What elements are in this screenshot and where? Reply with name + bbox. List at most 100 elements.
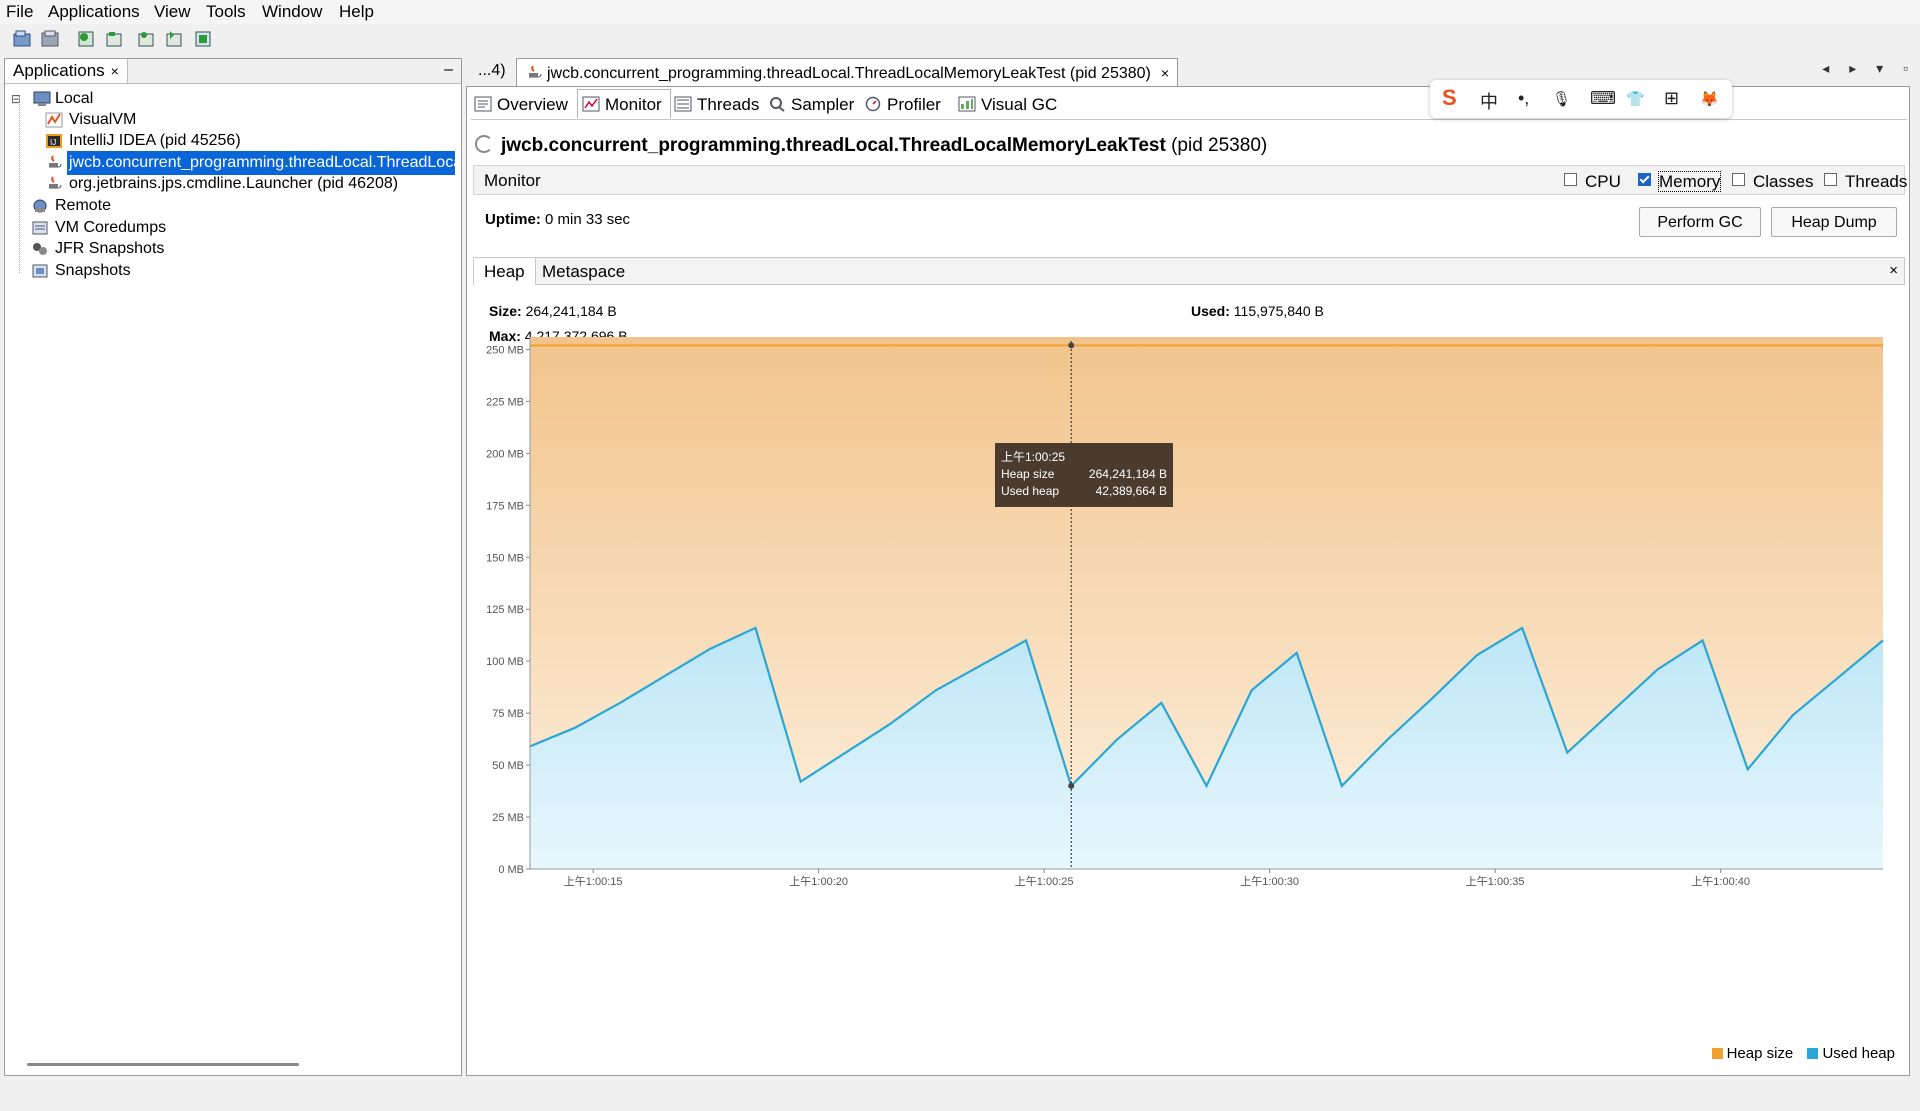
uptime-label: Uptime:	[485, 211, 541, 228]
open-icon[interactable]	[12, 29, 32, 49]
classes-checkbox[interactable]: Classes	[1732, 172, 1813, 192]
y-tick-label: 100 MB	[486, 656, 524, 668]
tab-sampler[interactable]: Sampler	[767, 89, 857, 119]
java-icon	[49, 155, 62, 168]
compare-icon[interactable]	[193, 29, 213, 49]
menu-file[interactable]: File	[6, 2, 34, 21]
tab-overview[interactable]: Overview	[473, 89, 573, 119]
memory-checkbox[interactable]: Memory	[1638, 171, 1722, 192]
tab-navigation-icons[interactable]: ◂ ▸ ▾ ▫	[1822, 60, 1916, 76]
computer-icon	[33, 91, 51, 106]
y-tick-label: 150 MB	[486, 552, 524, 564]
legend-used-heap: Used heap	[1822, 1045, 1895, 1062]
threads-checkbox[interactable]: Threads	[1824, 172, 1907, 192]
chart-legend: Heap size Used heap	[1702, 1045, 1895, 1062]
close-icon[interactable]: ×	[1160, 65, 1170, 81]
java-icon	[529, 65, 542, 78]
x-axis: 上午1:00:15 上午1:00:20 上午1:00:25 上午1:00:30 上午1:…	[530, 868, 1883, 888]
collapse-icon[interactable]: ⊟	[11, 92, 22, 106]
svg-text:IJ: IJ	[50, 138, 56, 147]
ime-chinese-mode[interactable]: 中	[1480, 92, 1498, 112]
applications-tab[interactable]: Applications ×	[5, 59, 128, 83]
y-tick-label: 175 MB	[486, 500, 524, 512]
save-icon[interactable]	[40, 29, 60, 49]
x-tick-label: 上午1:00:30	[1240, 875, 1299, 888]
add-coredump-icon[interactable]	[136, 29, 156, 49]
loading-spinner-icon	[475, 135, 493, 153]
tab-metaspace[interactable]: Metaspace	[542, 262, 626, 281]
x-tick-label: 上午1:00:25	[1015, 875, 1074, 888]
coredump-icon	[32, 221, 48, 235]
toolbox-icon[interactable]: ⊞	[1664, 88, 1680, 108]
ime-logo-icon[interactable]: S	[1442, 85, 1457, 110]
heap-panel: Heap Metaspace × Size: 264,241,184 B Max…	[473, 257, 1905, 1071]
chart-tooltip: 上午1:00:25 Heap size 264,241,184 B Used he…	[995, 443, 1173, 507]
tab-profiler[interactable]: Profiler	[863, 89, 951, 119]
tab-previous-app[interactable]: ...4)	[478, 62, 506, 79]
heap-tabs: Heap Metaspace ×	[473, 257, 1905, 285]
horizontal-scrollbar[interactable]	[27, 1063, 299, 1066]
tooltip-used-heap: Used heap 42,389,664 B	[1001, 484, 1167, 498]
y-tick-label: 25 MB	[492, 812, 524, 824]
add-host-icon[interactable]	[104, 29, 124, 49]
applications-panel: Applications × – ⊟ Local VisualVM IJ Inte…	[4, 58, 462, 1076]
y-axis: 0 MB 25 MB 50 MB 75 MB 100 MB 125 MB 150 MB 175…	[486, 337, 531, 876]
applications-panel-header: Applications × –	[5, 59, 461, 84]
menu-view[interactable]: View	[154, 2, 191, 21]
menu-help[interactable]: Help	[339, 2, 374, 21]
minimize-icon[interactable]: –	[444, 61, 453, 78]
visualvm-icon	[45, 112, 63, 128]
tab-visual-gc[interactable]: Visual GC	[957, 89, 1059, 119]
monitor-options-bar: Monitor CPU Memory Classes Threads	[473, 165, 1907, 195]
tab-threads[interactable]: Threads	[673, 89, 761, 119]
monitor-icon	[582, 96, 600, 112]
close-icon[interactable]: ×	[110, 63, 119, 79]
x-tick-label: 上午1:00:15	[564, 875, 623, 888]
add-jmx-icon[interactable]	[76, 29, 96, 49]
heap-size-swatch	[1711, 1048, 1723, 1059]
heap-dump-button[interactable]: Heap Dump	[1771, 207, 1897, 237]
tree-item-label: Snapshots	[55, 262, 131, 279]
legend-heap-size: Heap size	[1726, 1045, 1794, 1062]
checkbox-icon	[1732, 173, 1745, 186]
y-tick-label: 50 MB	[492, 760, 524, 772]
tab-threadlocal-test[interactable]: jwcb.concurrent_programming.threadLocal.…	[516, 58, 1179, 87]
status-bar	[0, 1076, 1920, 1111]
document-frame: Overview Monitor Threads Sampler Profile…	[466, 86, 1910, 1076]
tab-heap[interactable]: Heap	[474, 258, 536, 285]
heap-size-stat: Size: 264,241,184 B	[489, 303, 617, 319]
microphone-icon[interactable]: 🎙	[1552, 91, 1572, 108]
tree-item-label: Remote	[55, 197, 112, 214]
tab-label: Visual GC	[981, 95, 1058, 114]
perform-gc-button[interactable]: Perform GC	[1639, 207, 1761, 237]
menu-window[interactable]: Window	[262, 2, 323, 21]
toolbar	[0, 24, 1920, 54]
tree-item-label: VisualVM	[69, 111, 137, 128]
checkbox-icon	[1824, 173, 1837, 186]
tree-item-label: org.jetbrains.jps.cmdline.Launcher (pid …	[69, 175, 399, 192]
skin-icon[interactable]: 👕	[1626, 91, 1645, 108]
ime-punctuation-icon[interactable]: •,	[1518, 88, 1530, 108]
cpu-checkbox[interactable]: CPU	[1564, 172, 1621, 192]
tree-item-label: JFR Snapshots	[55, 240, 165, 257]
crosshair-heap-point	[1068, 342, 1075, 349]
tab-divider	[471, 119, 1907, 120]
tab-label: Sampler	[791, 95, 855, 114]
close-icon[interactable]: ×	[1889, 262, 1898, 279]
tab-monitor[interactable]: Monitor	[577, 89, 671, 118]
menu-applications[interactable]: Applications	[48, 2, 140, 21]
add-snapshot-icon[interactable]	[164, 29, 184, 49]
y-tick-label: 200 MB	[486, 448, 524, 460]
visual-gc-icon	[958, 96, 976, 112]
tree-item-threadlocal-test[interactable]: jwcb.concurrent_programming.threadLocal.…	[45, 151, 455, 175]
applications-tab-label: Applications	[13, 61, 105, 80]
menu-tools[interactable]: Tools	[206, 2, 246, 21]
heap-chart[interactable]: 0 MB 25 MB 50 MB 75 MB 100 MB 125 MB 150 MB 175…	[473, 333, 1905, 1033]
keyboard-icon[interactable]: ⌨	[1590, 88, 1616, 108]
sampler-icon	[770, 97, 785, 112]
tab-label: jwcb.concurrent_programming.threadLocal.…	[547, 65, 1151, 82]
y-tick-label: 75 MB	[492, 708, 524, 720]
mascot-icon[interactable]: 🦊	[1700, 91, 1719, 108]
page-title: jwcb.concurrent_programming.threadLocal.…	[475, 135, 1267, 157]
tab-label: Overview	[497, 95, 568, 114]
